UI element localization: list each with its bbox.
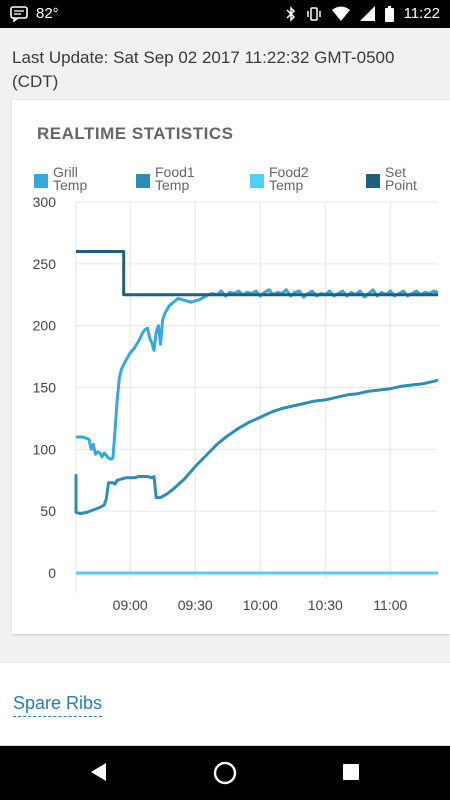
x-tick-label: 09:00 bbox=[113, 597, 148, 613]
battery-icon bbox=[384, 5, 394, 22]
chat-notification-icon bbox=[10, 5, 28, 22]
legend-label-food1: Food1 Temp bbox=[155, 164, 195, 193]
status-bar: 82° 11:22 bbox=[0, 0, 450, 28]
legend-item-food1[interactable]: Food1 Temp bbox=[136, 164, 210, 193]
temperature-readout: 82° bbox=[36, 5, 59, 22]
legend-label-food2: Food2 Temp bbox=[269, 164, 309, 193]
wifi-icon bbox=[331, 6, 350, 21]
y-tick-label: 0 bbox=[48, 565, 56, 581]
last-update-text: Last Update: Sat Sep 02 2017 11:22:32 GM… bbox=[12, 48, 395, 91]
realtime-statistics-card: REALTIME STATISTICS Grill Temp Food1 Tem… bbox=[12, 100, 450, 634]
x-tick-label: 10:30 bbox=[308, 597, 343, 613]
series-line-food1-temp bbox=[74, 378, 439, 516]
legend-label-setpoint: Set Point bbox=[385, 164, 417, 193]
x-tick-label: 10:00 bbox=[243, 597, 278, 613]
legend-swatch-food2 bbox=[250, 174, 264, 188]
back-icon[interactable] bbox=[88, 761, 108, 788]
recipe-card: Spare Ribs bbox=[0, 663, 450, 745]
legend-item-setpoint[interactable]: Set Point bbox=[366, 164, 440, 193]
y-tick-label: 100 bbox=[33, 441, 57, 457]
legend-swatch-grill bbox=[34, 174, 48, 188]
clock: 11:22 bbox=[403, 5, 440, 22]
legend-label-grill: Grill Temp bbox=[53, 164, 88, 193]
legend-swatch-setpoint bbox=[366, 174, 380, 188]
series-line-set-point bbox=[76, 250, 438, 297]
y-tick-label: 200 bbox=[33, 318, 57, 334]
x-tick-label: 11:00 bbox=[373, 597, 407, 613]
bluetooth-icon bbox=[286, 5, 296, 22]
recipe-link[interactable]: Spare Ribs bbox=[13, 693, 103, 717]
chart-legend: Grill Temp Food1 Temp Food2 Temp Set Poi… bbox=[12, 164, 450, 196]
x-tick-label: 09:30 bbox=[178, 597, 213, 613]
temperature-chart: 0 50 100 150 200 250 300 09:00 09:30 10:00 10:30 11… bbox=[33, 194, 439, 613]
legend-item-grill[interactable]: Grill Temp bbox=[34, 164, 108, 193]
navigation-bar bbox=[0, 746, 450, 800]
signal-icon bbox=[359, 6, 375, 21]
y-tick-label: 250 bbox=[33, 256, 57, 272]
home-icon[interactable] bbox=[213, 761, 237, 790]
card-title: REALTIME STATISTICS bbox=[37, 124, 234, 143]
y-tick-label: 150 bbox=[33, 380, 57, 396]
vibrate-icon bbox=[306, 6, 322, 22]
legend-swatch-food1 bbox=[136, 174, 150, 188]
recents-icon[interactable] bbox=[342, 763, 360, 786]
y-tick-label: 50 bbox=[40, 503, 56, 519]
y-tick-label: 300 bbox=[33, 194, 57, 210]
legend-item-food2[interactable]: Food2 Temp bbox=[250, 164, 324, 193]
